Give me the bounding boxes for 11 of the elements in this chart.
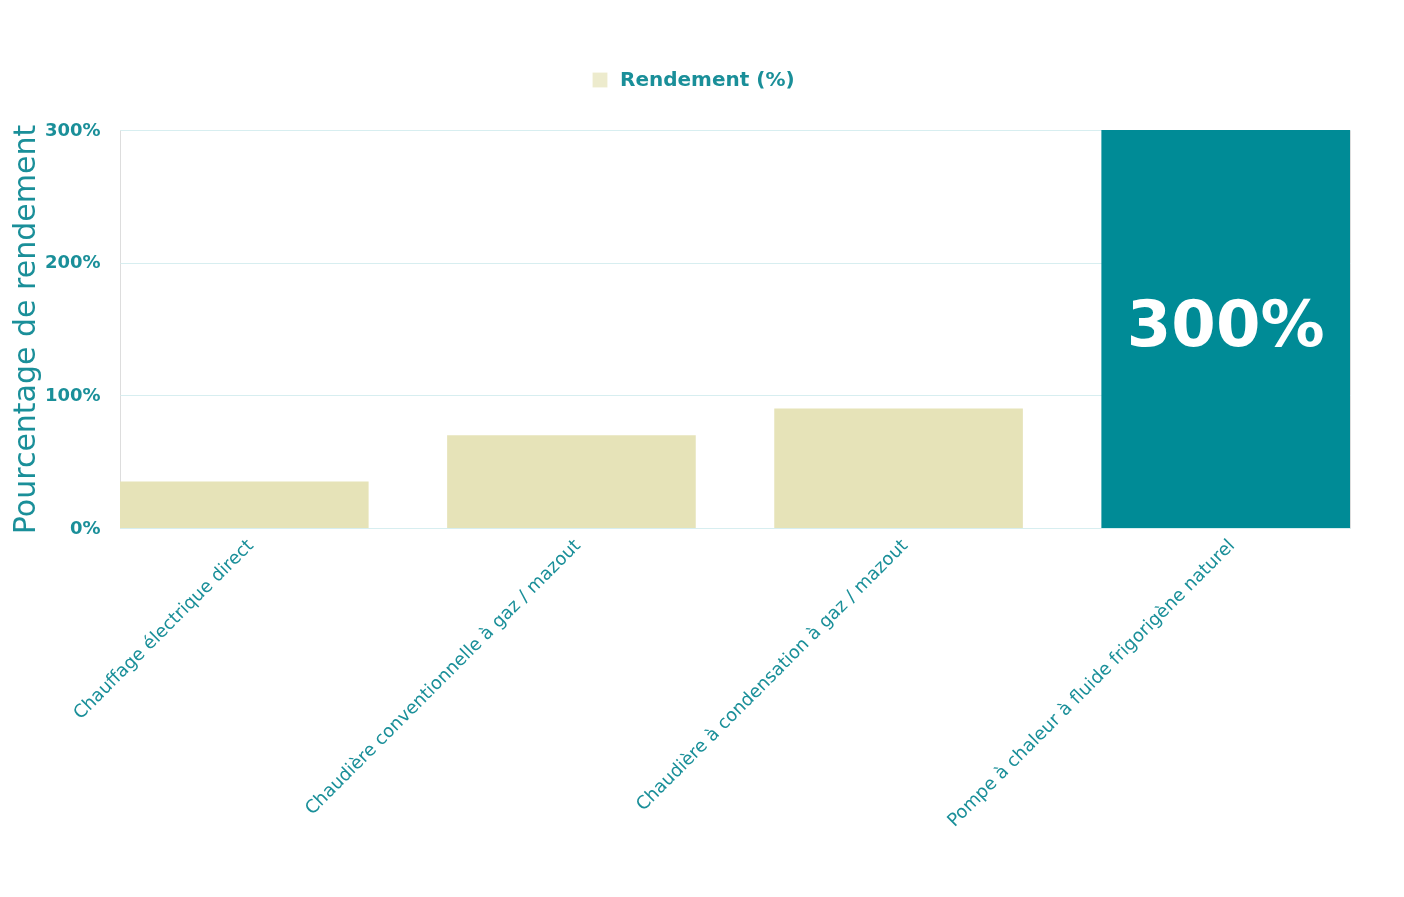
y-axis-title: Pourcentage de rendement <box>6 124 42 535</box>
y-tick-label: 100% <box>44 383 101 405</box>
y-tick-label: 0% <box>69 516 101 538</box>
y-tick-label: 200% <box>44 251 101 273</box>
bar <box>447 435 696 528</box>
data-label: 300% <box>1126 287 1325 361</box>
bar <box>774 408 1023 528</box>
bar <box>1101 130 1350 528</box>
bar <box>120 481 369 528</box>
y-tick-label: 300% <box>44 118 101 140</box>
legend-label: Rendement (%) <box>620 67 795 91</box>
